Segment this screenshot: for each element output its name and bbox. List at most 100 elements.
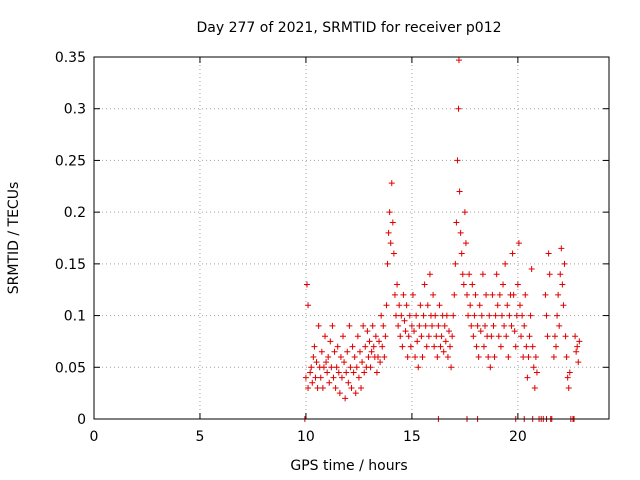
data-point	[530, 364, 537, 371]
data-point	[528, 266, 535, 273]
data-point	[333, 364, 340, 371]
data-point	[381, 353, 388, 360]
data-point	[314, 384, 321, 391]
data-point	[335, 369, 342, 376]
x-tick-label: 10	[297, 429, 315, 445]
data-point	[508, 322, 515, 329]
data-point	[487, 364, 494, 371]
data-point	[344, 348, 351, 355]
data-point	[404, 353, 411, 360]
data-point	[303, 281, 310, 288]
data-point	[512, 343, 519, 350]
data-point	[407, 343, 414, 350]
data-point	[373, 369, 380, 376]
data-point	[437, 343, 444, 350]
data-point	[558, 245, 565, 252]
x-tick-label: 20	[509, 429, 527, 445]
data-point	[311, 343, 318, 350]
data-point	[323, 359, 330, 366]
data-point	[349, 343, 356, 350]
data-point	[564, 374, 571, 381]
data-point	[433, 333, 440, 340]
data-point	[369, 322, 376, 329]
y-tick-label: 0.3	[64, 102, 86, 118]
data-point	[576, 338, 583, 345]
y-tick-label: 0.1	[64, 309, 86, 325]
data-point	[420, 312, 427, 319]
data-point	[402, 328, 409, 335]
data-point	[553, 343, 560, 350]
data-point	[417, 302, 424, 309]
data-point	[448, 364, 455, 371]
data-point	[423, 343, 430, 350]
data-point	[544, 333, 551, 340]
data-point	[348, 384, 355, 391]
data-point	[376, 338, 383, 345]
data-point	[429, 322, 436, 329]
data-point	[354, 333, 361, 340]
data-point	[315, 322, 322, 329]
data-point	[346, 322, 353, 329]
data-point	[414, 338, 421, 345]
data-point	[361, 369, 368, 376]
data-point	[366, 338, 373, 345]
data-point	[416, 322, 423, 329]
data-point	[450, 312, 457, 319]
data-point	[436, 302, 443, 309]
data-point	[498, 312, 505, 319]
data-point	[455, 105, 462, 112]
data-point	[337, 353, 344, 360]
data-point	[456, 188, 463, 195]
data-point	[496, 291, 503, 298]
data-point	[355, 374, 362, 381]
data-point	[360, 322, 367, 329]
data-point	[466, 271, 473, 278]
data-point	[479, 271, 486, 278]
data-point	[390, 250, 397, 257]
data-point	[377, 359, 384, 366]
data-point	[359, 359, 366, 366]
data-point	[509, 250, 516, 257]
data-point	[400, 291, 407, 298]
data-point	[424, 302, 431, 309]
data-point	[480, 343, 487, 350]
data-point	[432, 312, 439, 319]
data-point	[526, 333, 533, 340]
data-point	[415, 364, 422, 371]
data-point	[342, 395, 349, 402]
data-point	[458, 250, 465, 257]
data-point	[461, 209, 468, 216]
data-point	[394, 281, 401, 288]
data-point	[408, 322, 415, 329]
data-point	[559, 281, 566, 288]
data-point	[452, 260, 459, 267]
data-point	[551, 333, 558, 340]
data-point	[372, 333, 379, 340]
data-point	[406, 312, 413, 319]
data-point	[365, 353, 372, 360]
data-point	[444, 353, 451, 360]
data-point	[399, 343, 406, 350]
data-point	[319, 384, 326, 391]
data-point	[529, 343, 536, 350]
data-point	[364, 328, 371, 335]
data-point	[472, 291, 479, 298]
data-point	[573, 348, 580, 355]
data-point	[395, 322, 402, 329]
data-point	[486, 312, 493, 319]
data-point	[483, 291, 490, 298]
data-point	[488, 333, 495, 340]
y-tick-label: 0.25	[55, 153, 86, 169]
data-point	[343, 369, 350, 376]
data-point	[519, 312, 526, 319]
data-point	[382, 333, 389, 340]
data-point	[434, 353, 441, 360]
data-point	[386, 209, 393, 216]
data-point	[352, 390, 359, 397]
data-point	[478, 312, 485, 319]
data-point	[467, 302, 474, 309]
x-tick-label: 0	[90, 429, 99, 445]
data-point	[328, 364, 335, 371]
data-point	[431, 343, 438, 350]
plot-frame	[93, 56, 610, 420]
